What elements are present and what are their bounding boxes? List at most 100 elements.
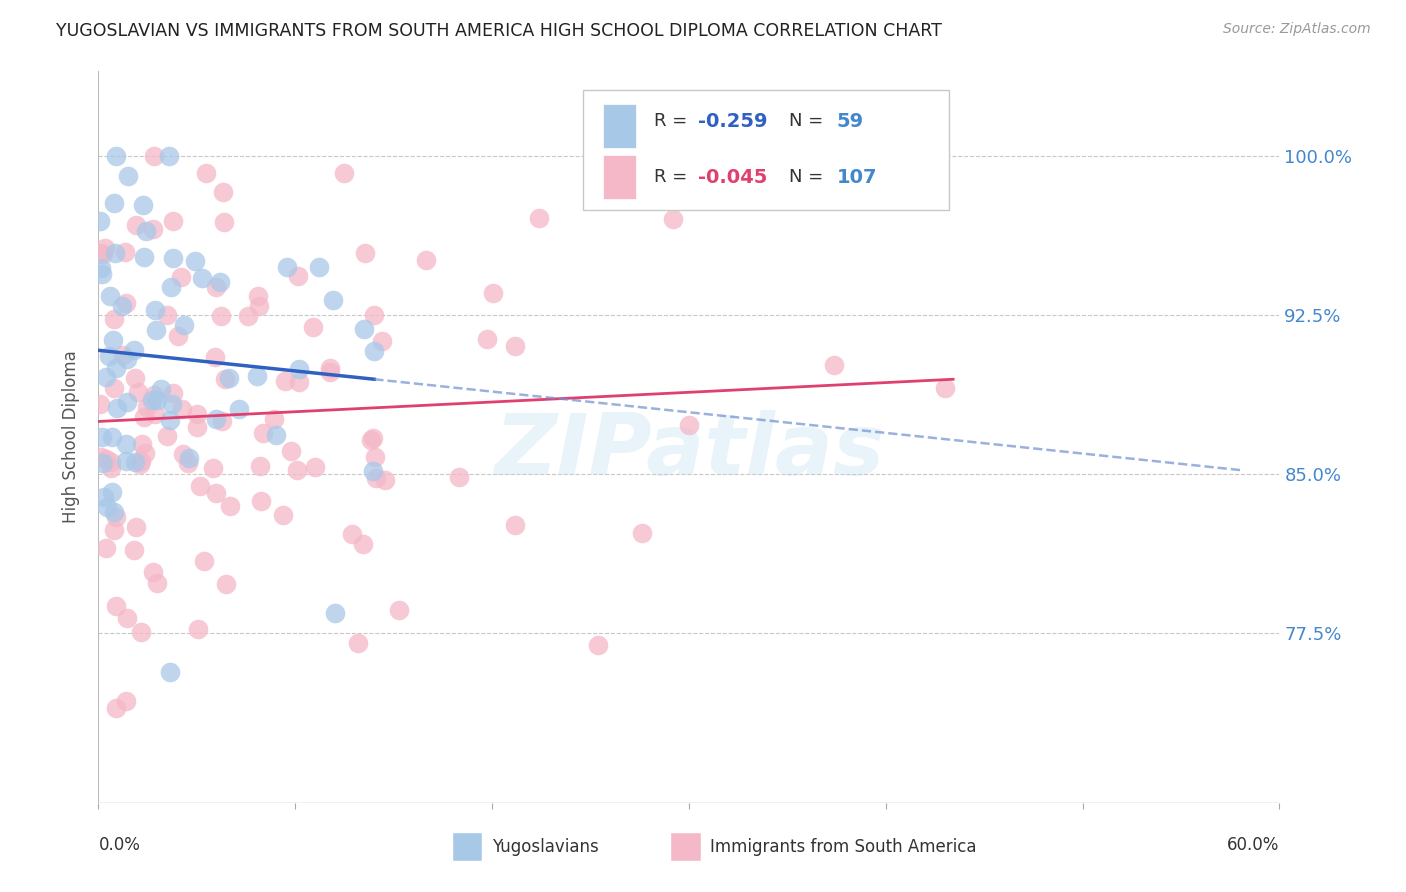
Bar [671,833,700,861]
Point [363,344,385,359]
Point [211,414,233,428]
Point [630,526,652,541]
Point [288,361,311,376]
Point [100,485,122,500]
Point [186,420,208,434]
Point [89,214,111,228]
Point [103,246,125,260]
Point [135,400,157,414]
Y-axis label: High School Diploma: High School Diploma [62,351,80,524]
Point [360,433,382,447]
Point [447,470,470,484]
Point [115,694,138,708]
Point [276,260,298,275]
Point [238,309,260,323]
Point [319,365,342,379]
Point [209,310,232,324]
Point [184,254,207,268]
Point [93,247,115,261]
Point [93,490,115,504]
Point [145,323,167,337]
Point [143,302,166,317]
Point [146,392,169,407]
Point [503,518,526,533]
Point [285,463,308,477]
Point [204,279,226,293]
Point [96,541,118,555]
Point [214,372,236,386]
Point [228,402,250,417]
Point [90,450,112,464]
Point [205,412,228,426]
Point [98,289,121,303]
Point [117,169,139,183]
Point [104,149,127,163]
Point [249,458,271,473]
Point [354,245,377,260]
Point [678,417,700,432]
Point [94,241,117,255]
Point [503,339,526,353]
Point [319,361,342,376]
Point [103,312,125,326]
Point [302,320,325,334]
Text: R =: R = [654,169,693,186]
Point [124,543,146,558]
Point [246,369,269,384]
Point [127,384,149,399]
Point [352,537,374,551]
Point [322,293,344,307]
Point [103,195,125,210]
Point [132,198,155,212]
Point [104,509,127,524]
Point [111,299,134,313]
Point [156,429,179,443]
Text: 0.0%: 0.0% [98,836,141,854]
Text: YUGOSLAVIAN VS IMMIGRANTS FROM SOUTH AMERICA HIGH SCHOOL DIPLOMA CORRELATION CHA: YUGOSLAVIAN VS IMMIGRANTS FROM SOUTH AME… [56,22,942,40]
Point [97,349,120,363]
Point [172,447,194,461]
Point [387,603,409,617]
Point [91,267,114,281]
Point [96,500,118,515]
Point [143,388,166,402]
Point [129,458,152,472]
Point [287,268,309,283]
Point [103,381,125,395]
Point [105,401,128,416]
Point [415,252,437,267]
Point [134,410,156,425]
Point [186,407,208,421]
Point [162,252,184,266]
Point [132,250,155,264]
Point [117,611,139,625]
Text: -0.259: -0.259 [699,112,768,130]
Point [212,185,235,199]
Point [125,219,148,233]
Bar [603,104,636,148]
Point [191,270,214,285]
Point [91,456,114,470]
Point [101,333,124,347]
Point [308,260,330,274]
Point [162,213,184,227]
Point [115,394,138,409]
FancyBboxPatch shape [582,90,949,211]
Point [94,369,117,384]
Point [104,361,127,376]
Point [347,636,370,650]
Text: Yugoslavians: Yugoslavians [492,838,599,855]
Point [131,436,153,450]
Point [280,444,302,458]
Point [363,450,385,464]
Point [104,599,127,613]
Point [363,464,385,478]
Point [193,554,215,568]
Point [252,426,274,441]
Point [100,430,122,444]
Point [250,493,273,508]
Point [586,639,609,653]
Point [115,295,138,310]
Point [823,359,845,373]
Point [215,576,238,591]
